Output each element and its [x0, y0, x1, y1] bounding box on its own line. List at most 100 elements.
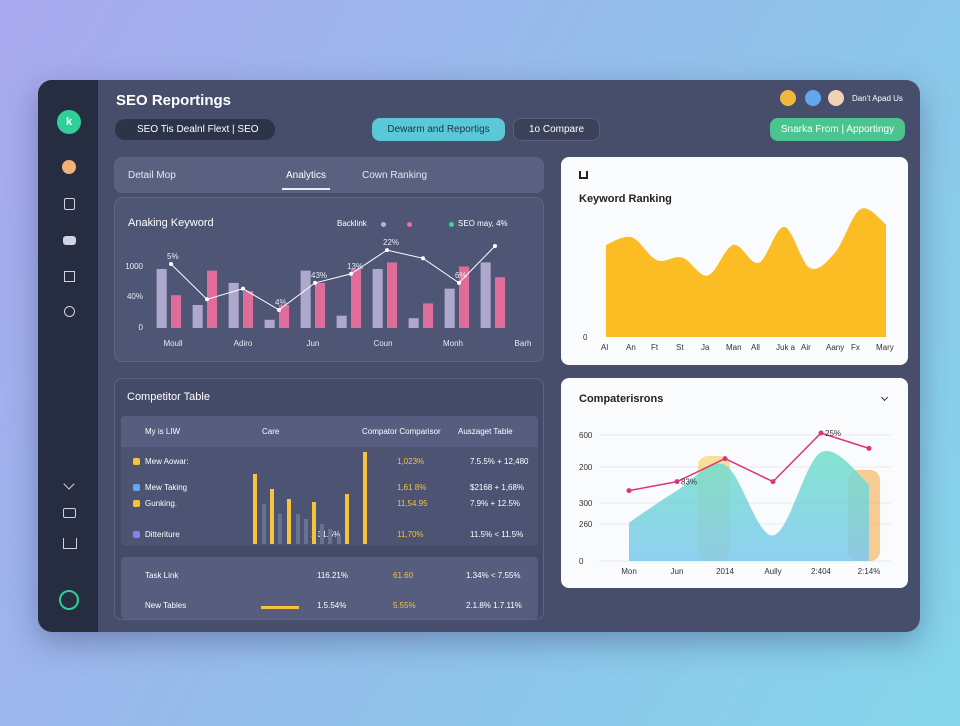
mini-bar — [345, 494, 349, 544]
annotation: 13% — [347, 262, 363, 271]
line — [628, 432, 870, 492]
x-label: Juk a — [776, 343, 796, 352]
line-point — [421, 256, 425, 261]
row-icon — [133, 484, 140, 491]
y-tick-label: 0 — [583, 333, 588, 342]
search-box[interactable]: SEO Tis Dealnl Flext | SEO — [115, 119, 275, 140]
x-label: Ja — [701, 343, 710, 352]
cell: 5.55% — [393, 601, 416, 610]
annotation: 43% — [311, 271, 327, 280]
cell: 1.34% < 7.55% — [466, 571, 521, 580]
action-button[interactable]: Snarka From | Apportingy — [770, 118, 905, 141]
mini-bar — [328, 529, 332, 544]
mini-bar — [270, 489, 274, 544]
chart-title: Keyword Ranking — [579, 193, 672, 205]
bar — [387, 262, 398, 328]
line-point — [722, 456, 728, 462]
row-label: Task Link — [145, 571, 179, 580]
group-icon[interactable] — [63, 236, 76, 245]
home-icon — [579, 171, 588, 179]
row-label: New Tables — [145, 601, 187, 610]
x-label: Adiro — [234, 339, 253, 348]
dashboard: k SEO Reportings SEO Tis Dealnl Flext | … — [38, 80, 920, 632]
x-label: Al — [601, 343, 608, 352]
annotation: 4% — [275, 298, 287, 307]
mini-bar — [304, 519, 308, 544]
bar — [423, 303, 434, 328]
mini-bar — [253, 474, 257, 544]
annotation: 83% — [681, 478, 697, 487]
legend-label: SEO may, 4% — [458, 219, 508, 228]
legend-dot — [407, 222, 412, 227]
tray-icon[interactable] — [63, 538, 77, 549]
cell: 1,023% — [397, 457, 425, 466]
competitor-card: Competitor Table My is LIW Care Compator Co… — [114, 378, 544, 620]
chart-title: Anaking Keyword — [128, 217, 214, 229]
line-point — [241, 286, 245, 291]
report-button[interactable]: Dewarm and Reportigs — [372, 118, 505, 141]
monitor-icon[interactable] — [63, 508, 76, 518]
chart-svg: 600 200 300 260 0 83% 25% Mon Jun 2014 Aully 2:404 2… — [579, 429, 891, 576]
cell: 1,61 8% — [397, 483, 427, 492]
line-point — [457, 280, 461, 285]
cell: 2.1.8% 1.7.11% — [466, 601, 522, 610]
x-label: Coun — [373, 339, 392, 348]
cell: $2168 + 1,68% — [470, 483, 525, 492]
x-label: Monh — [443, 339, 463, 348]
button-text: 1o Compare — [528, 124, 585, 135]
ranking-card: Keyword Ranking 0 Al An Ft St Ja Man All Juk a Air… — [561, 157, 908, 365]
sidebar: k — [38, 80, 98, 632]
bar — [372, 268, 383, 328]
tab: Cown Ranking — [362, 170, 428, 181]
legend-label: Backlink — [337, 219, 367, 228]
mini-bar — [337, 536, 341, 544]
collapse-icon[interactable] — [63, 478, 75, 490]
notification[interactable] — [805, 90, 821, 106]
bar — [207, 270, 218, 328]
logo[interactable]: k — [57, 110, 81, 134]
column-header: Auszaget Table — [458, 427, 513, 436]
x-label: St — [676, 343, 684, 352]
y-label: 260 — [579, 520, 593, 529]
doc-icon[interactable] — [64, 198, 75, 210]
line-point — [349, 271, 353, 276]
x-label: Air — [801, 343, 811, 352]
y-label: 600 — [579, 431, 593, 440]
line-point — [674, 479, 680, 485]
mini-bar — [312, 502, 316, 544]
cell: 1 31.5% — [311, 530, 341, 539]
legend-dot — [381, 222, 386, 227]
legend-dot — [449, 222, 454, 227]
area — [629, 450, 869, 561]
x-label: Mon — [621, 567, 637, 576]
x-label: Man — [726, 343, 742, 352]
x-label: Jun — [307, 339, 320, 348]
compare-button[interactable]: 1o Compare — [513, 118, 600, 141]
column-header: Care — [262, 427, 280, 436]
send-icon[interactable] — [59, 590, 79, 610]
line — [170, 245, 496, 311]
avatar[interactable] — [780, 90, 796, 106]
avatar-icon[interactable] — [62, 160, 76, 174]
user-avatar[interactable] — [828, 90, 844, 106]
x-label: Aully — [764, 567, 781, 576]
line-point — [205, 297, 209, 302]
bar — [243, 291, 254, 328]
line-point — [169, 262, 173, 267]
search-icon[interactable] — [64, 306, 75, 317]
user-name[interactable]: Dan't Apad Us — [852, 94, 903, 103]
annotation: 25% — [825, 429, 841, 438]
mini-bar — [262, 504, 266, 544]
row-label: Gunking. — [145, 499, 178, 508]
search-text: SEO Tis Dealnl Flext | SEO — [137, 124, 259, 135]
line-point — [866, 445, 872, 451]
y-label: 0 — [579, 557, 584, 566]
x-label: Barh — [515, 339, 532, 348]
bar — [351, 268, 362, 328]
x-label: 2:404 — [811, 567, 832, 576]
box-icon[interactable] — [64, 271, 75, 282]
y-label: 1000 — [125, 262, 143, 271]
x-label: Jun — [671, 567, 684, 576]
y-label: 200 — [579, 463, 593, 472]
